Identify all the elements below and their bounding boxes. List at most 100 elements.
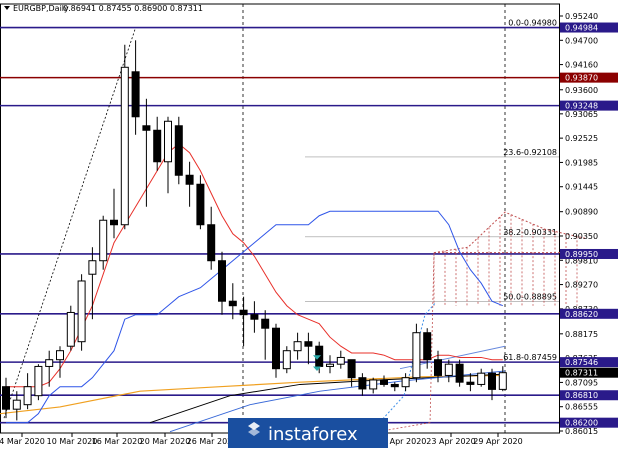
price-badge-label: 0.88620 xyxy=(565,310,598,319)
indicator-lines xyxy=(0,143,506,433)
price-badge-label: 0.94984 xyxy=(565,24,598,33)
y-tick-label: 0.91445 xyxy=(565,183,598,192)
candle-body xyxy=(304,341,313,347)
watermark: instaforex xyxy=(228,418,388,448)
candle-body xyxy=(34,365,43,397)
candle-body xyxy=(207,224,216,262)
fibonacci-label: 38.2-0.90331 xyxy=(503,228,557,237)
candle-body xyxy=(358,377,367,390)
price-badge-label: 0.86200 xyxy=(565,419,598,428)
candle-body xyxy=(196,183,205,226)
candle-body xyxy=(66,311,75,347)
fibonacci-label: 61.8-0.87459 xyxy=(503,353,557,362)
candle-body xyxy=(12,399,21,410)
price-badge-label: 0.93248 xyxy=(565,102,598,111)
y-tick-label: 0.94700 xyxy=(565,36,598,45)
x-tick-label: 4 Mar 2020 xyxy=(0,437,45,446)
candle-body xyxy=(261,318,270,329)
candle-body xyxy=(45,359,54,367)
senkou-span-a xyxy=(433,211,586,254)
candle-body xyxy=(23,386,32,406)
instaforex-logo-icon xyxy=(248,422,260,436)
candle-body xyxy=(477,372,486,385)
candle-body xyxy=(110,219,118,226)
candle-body xyxy=(412,332,421,379)
current-price-label: 0.87311 xyxy=(565,369,598,378)
price-badge-label: 0.86810 xyxy=(565,391,598,400)
candle-body xyxy=(282,350,291,370)
watermark-text: instaforex xyxy=(268,424,358,445)
symbol-label: EURGBP,Daily xyxy=(13,4,69,13)
fibonacci-label: 23.6-0.92108 xyxy=(503,148,557,157)
current-price-badge-bg xyxy=(560,367,618,378)
dropdown-triangle-icon[interactable] xyxy=(4,6,10,10)
y-tick-label: 0.90350 xyxy=(565,232,598,241)
candle-body xyxy=(250,314,259,320)
level-badges: 0.94984 0.93870 0.93248 0.89950 0.88620 0.875… xyxy=(560,22,618,428)
candle-body xyxy=(174,125,183,176)
cloud-edge-line xyxy=(429,253,435,423)
y-tick-label: 0.94160 xyxy=(565,61,598,70)
price-badge-bg xyxy=(560,390,618,401)
moving-average-blue xyxy=(169,370,506,433)
price-badge-bg xyxy=(560,357,618,368)
y-tick-label: 0.86555 xyxy=(565,403,598,412)
arrow-up-icon xyxy=(313,355,321,360)
logo-shape xyxy=(248,422,260,430)
chart-header: EURGBP,Daily 0.86941 0.87455 0.86900 0.8… xyxy=(4,4,203,13)
cloud-edge-line xyxy=(382,422,431,432)
x-tick-label: 10 Mar 2020 xyxy=(47,437,98,446)
y-tick-label: 0.89810 xyxy=(565,256,598,265)
candle-body xyxy=(77,280,86,343)
candle-body xyxy=(293,341,302,352)
price-axis: 0.95240 0.94700 0.94160 0.93600 0.93065 0.925… xyxy=(559,12,598,436)
candle-body xyxy=(434,359,442,376)
y-tick-label: 0.87095 xyxy=(565,378,598,387)
candle-body xyxy=(498,372,507,390)
fibonacci-label: 50.0-0.88895 xyxy=(503,292,557,301)
price-badge-bg xyxy=(560,248,618,259)
ohlc-readout: 0.86941 0.87455 0.86900 0.87311 xyxy=(63,4,203,13)
candle-body xyxy=(185,174,194,185)
candle-body xyxy=(2,386,10,410)
fibonacci-label: 0.0-0.94980 xyxy=(508,19,557,28)
candle-body xyxy=(218,260,226,302)
candle-body xyxy=(164,120,172,163)
x-tick-label: 20 Mar 2020 xyxy=(140,437,191,446)
candles xyxy=(2,40,507,421)
ichimoku-cloud xyxy=(382,211,586,432)
y-tick-label: 0.90890 xyxy=(565,208,598,217)
price-badge-bg xyxy=(560,308,618,319)
y-tick-label: 0.89270 xyxy=(565,281,598,290)
candle-body xyxy=(390,383,399,388)
x-tick-label: 26 Mar 2020 xyxy=(187,437,238,446)
candle-body xyxy=(455,363,464,383)
arrow-down-icon xyxy=(313,366,321,371)
candle-body xyxy=(401,377,410,388)
candle-body xyxy=(347,359,356,379)
x-tick-label: Apr 2020 xyxy=(390,437,427,446)
candle-body xyxy=(326,363,334,367)
x-tick-label: 29 Apr 2020 xyxy=(473,437,522,446)
candle-body xyxy=(153,129,162,163)
candle-body xyxy=(142,125,151,131)
price-badge-bg xyxy=(560,417,618,428)
chikou-span xyxy=(371,301,437,432)
price-badge-label: 0.87546 xyxy=(565,358,598,367)
kijun-sen-line xyxy=(6,210,503,424)
candle-body xyxy=(131,71,140,118)
candle-body xyxy=(423,332,432,361)
x-tick-label: 16 Mar 2020 xyxy=(92,437,143,446)
candle-body xyxy=(56,350,64,361)
price-badge-bg xyxy=(560,22,618,33)
price-badge-bg xyxy=(560,72,618,83)
candle-body xyxy=(466,381,475,385)
candle-body xyxy=(88,260,97,275)
candle-body xyxy=(336,356,345,365)
candle-body xyxy=(228,300,237,307)
y-tick-label: 0.93065 xyxy=(565,110,598,119)
candle-body xyxy=(369,379,378,390)
candle-body xyxy=(239,309,248,316)
